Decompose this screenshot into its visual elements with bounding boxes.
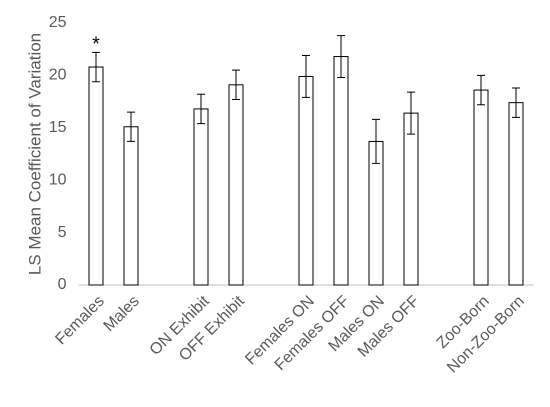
bar (508, 102, 524, 286)
y-tick-label: 10 (49, 171, 67, 188)
y-axis-label: LS Mean Coefficient of Variation (25, 33, 44, 275)
error-bar (232, 69, 240, 101)
bar (193, 108, 209, 286)
bar (123, 126, 139, 286)
y-tick-label: 5 (58, 224, 67, 241)
y-tick-label: 25 (49, 14, 67, 31)
error-bar (302, 54, 310, 98)
error-bar (407, 91, 415, 135)
y-tick-label: 0 (58, 276, 67, 293)
bar (333, 56, 349, 286)
error-bar (127, 111, 135, 142)
error-bar (92, 51, 100, 83)
x-tick-label: Females (52, 293, 107, 348)
error-bar (512, 87, 520, 118)
annotation: * (92, 33, 100, 55)
bar (403, 112, 419, 286)
error-bar (372, 118, 380, 164)
error-bar (477, 74, 485, 106)
y-tick-label: 20 (49, 67, 67, 84)
error-bar (197, 93, 205, 125)
x-tick-label: Males (101, 293, 143, 335)
y-tick-label: 15 (49, 119, 67, 136)
bar (88, 66, 104, 286)
bar (298, 75, 314, 286)
error-bar (337, 35, 345, 78)
bar (228, 84, 244, 286)
bar (473, 89, 489, 286)
